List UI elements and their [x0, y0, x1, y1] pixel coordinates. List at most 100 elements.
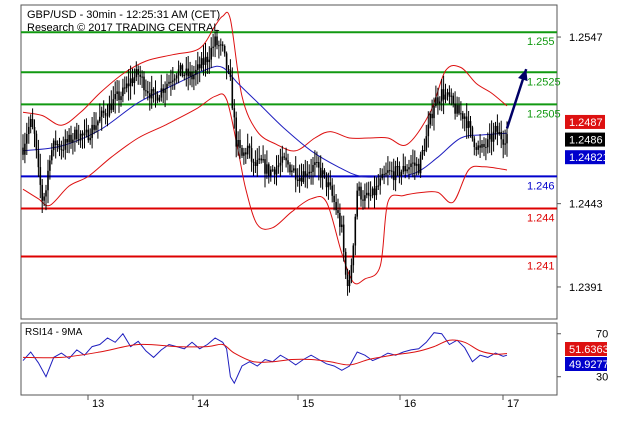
candle-body: [26, 134, 28, 144]
candle-body: [264, 159, 266, 174]
candle-body: [229, 69, 232, 78]
candle-body: [212, 46, 214, 48]
time-axis: 13 14 15 16 17: [87, 395, 519, 410]
candle-body: [444, 94, 447, 100]
candle-body: [198, 64, 201, 69]
candle-body: [402, 166, 405, 172]
candle-body: [164, 88, 166, 93]
candle-body: [185, 68, 188, 76]
candle-body: [216, 36, 218, 46]
candle-body: [160, 88, 163, 98]
price-axis: 1.2547 1.2443 1.2391: [557, 32, 603, 294]
candle-body: [437, 97, 439, 104]
candle-body: [87, 129, 90, 141]
candle-body: [62, 149, 65, 151]
candle-body: [187, 68, 189, 77]
candle-body: [177, 69, 180, 76]
candle-body: [235, 117, 237, 147]
candle-body: [415, 163, 418, 166]
candle-body: [383, 173, 385, 175]
rsi-plot-frame: [20, 322, 558, 396]
candle-body: [24, 143, 26, 155]
candle-body: [114, 94, 116, 100]
candle-body: [331, 185, 333, 196]
candle-body: [129, 78, 132, 87]
candle-body: [294, 168, 297, 180]
candle-body: [77, 139, 80, 141]
price-tick-label: 1.2547: [569, 32, 603, 44]
candle-body: [237, 140, 239, 147]
candle-body: [189, 72, 191, 77]
candle-body: [456, 105, 458, 114]
rsi-ma-line: [22, 339, 508, 366]
candle-body: [465, 116, 468, 129]
price-box-red: [565, 114, 605, 129]
candle-body: [85, 129, 88, 133]
price-box-blue: [565, 150, 605, 165]
candle-body: [76, 129, 78, 140]
candle-body: [446, 92, 449, 95]
level-label-resistance: 1.255: [527, 36, 555, 48]
time-tick-label: 13: [92, 398, 104, 410]
candle-body: [175, 75, 178, 79]
candle-body: [172, 80, 174, 82]
candle-body: [233, 108, 236, 118]
candle-body: [425, 136, 428, 151]
candle-body: [143, 76, 145, 91]
candle-body: [283, 156, 285, 158]
candle-body: [54, 140, 57, 145]
candle-body: [289, 164, 291, 173]
candle-body: [99, 116, 101, 122]
candle-body: [102, 110, 105, 113]
candle-body: [358, 186, 360, 191]
candle-body: [158, 97, 161, 101]
candle-body: [396, 166, 399, 168]
candle-body: [273, 169, 276, 175]
candle-body: [490, 134, 493, 142]
candle-body: [197, 64, 199, 70]
price-box-label-blue: 1.24821: [569, 152, 609, 164]
candle-body: [373, 188, 376, 196]
candle-body: [70, 134, 72, 143]
candle-body: [206, 56, 209, 63]
candle-body: [193, 74, 195, 80]
candle-body: [266, 164, 268, 174]
level-label-support: 1.241: [527, 261, 555, 273]
candle-body: [417, 163, 420, 174]
candle-body: [243, 152, 245, 156]
candle-body: [118, 91, 120, 100]
candle-body: [502, 139, 504, 145]
candle-body: [293, 168, 295, 171]
candle-body: [72, 139, 74, 143]
level-label-resistance: 1.2525: [527, 76, 561, 88]
candle-body: [250, 148, 253, 162]
candle-body: [29, 119, 32, 127]
candle-body: [433, 105, 435, 119]
candle-body: [483, 144, 485, 147]
rsi-tick-label: 30: [596, 372, 608, 384]
candle-body: [104, 113, 107, 116]
candle-body: [285, 157, 287, 161]
candle-body: [471, 127, 474, 139]
candle-body: [35, 133, 38, 151]
candle-body: [58, 144, 61, 150]
candle-body: [260, 158, 262, 161]
candle-body: [496, 125, 499, 134]
candle-body: [162, 88, 164, 93]
candle-body: [248, 145, 251, 149]
candle-body: [223, 46, 226, 54]
candle-body: [348, 280, 351, 287]
candle-body: [304, 171, 307, 177]
candle-body: [68, 134, 70, 143]
candle-body: [412, 162, 414, 164]
candle-body: [431, 113, 433, 119]
candle-body: [460, 113, 462, 115]
candle-body: [131, 78, 134, 83]
candle-body: [362, 199, 364, 201]
candle-body: [147, 91, 149, 94]
candle-body: [479, 145, 481, 148]
candle-body: [450, 95, 453, 97]
candle-body: [221, 44, 224, 46]
candle-body: [440, 89, 443, 102]
